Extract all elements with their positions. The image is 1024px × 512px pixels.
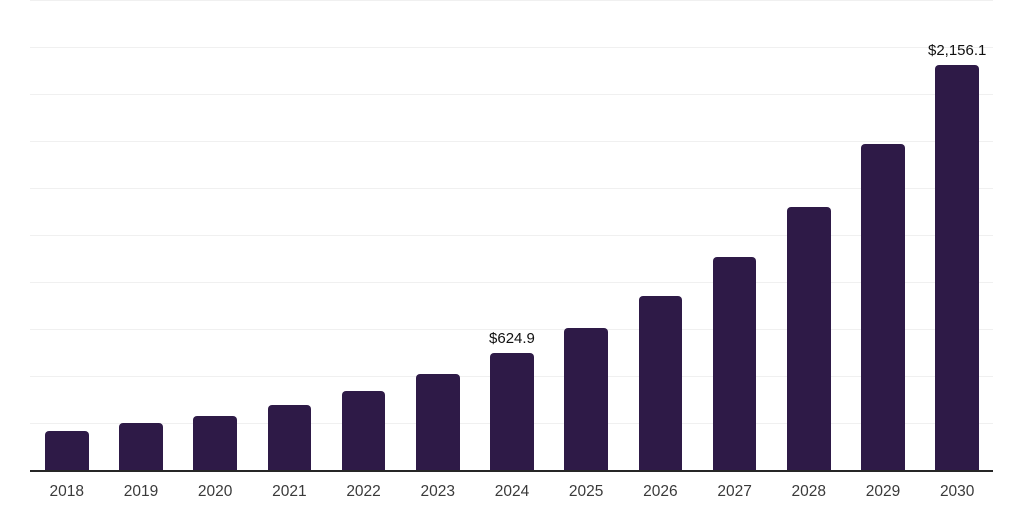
bars-container: $624.9 $2,156.1	[30, 0, 993, 470]
x-tick-label: 2018	[49, 483, 84, 500]
bar	[193, 415, 237, 470]
bar-group-2026	[638, 295, 683, 470]
bar-group-2029	[861, 144, 905, 470]
gridline	[30, 0, 993, 1]
gridline	[30, 47, 993, 48]
bar-group-2020	[193, 415, 237, 470]
bar-group-2030: $2,156.1	[928, 43, 986, 470]
gridline	[30, 188, 993, 189]
bar-group-2019	[119, 423, 163, 470]
x-tick-label: 2019	[123, 483, 159, 500]
bar-value-label: $624.9	[489, 329, 535, 347]
gridline	[30, 282, 993, 283]
x-tick-label: 2024	[494, 483, 530, 500]
x-tick-label: 2020	[197, 483, 233, 500]
x-axis-line	[30, 470, 993, 472]
bar	[861, 144, 905, 470]
gridline	[30, 329, 993, 330]
bar	[564, 327, 608, 470]
gridline	[30, 235, 993, 236]
bar	[490, 352, 534, 470]
x-axis-labels: 2018 2019 2020 2021 2022 2023 2024 2025 2026 2027…	[30, 472, 993, 512]
gridline	[30, 94, 993, 95]
bar	[787, 207, 831, 470]
bar-group-2022	[341, 391, 386, 470]
bar-value-label: $2,156.1	[927, 41, 987, 59]
bar	[341, 391, 386, 470]
bar-group-2025	[564, 327, 608, 470]
bar-group-2018	[45, 431, 89, 470]
bar	[119, 423, 163, 470]
bar-group-2024: $624.9	[489, 331, 535, 470]
x-tick-label: 2025	[568, 483, 604, 500]
bar	[638, 295, 683, 470]
x-tick-label: 2021	[272, 483, 307, 500]
x-tick-label: 2026	[643, 483, 678, 500]
bar	[416, 374, 460, 470]
x-tick-label: 2028	[791, 483, 827, 500]
x-tick-label: 2029	[865, 483, 901, 500]
bar	[935, 64, 979, 470]
bar-group-2021	[267, 405, 312, 470]
bar	[45, 431, 89, 470]
bar-chart: $624.9 $2,156.1 2018 2019 2020 2021 2022 2023 2…	[30, 0, 993, 512]
x-tick-label: 2022	[346, 483, 381, 500]
bar-group-2028	[787, 207, 831, 470]
gridline	[30, 141, 993, 142]
x-tick-label: 2027	[717, 483, 752, 500]
bar	[267, 405, 312, 470]
x-tick-label: 2030	[939, 483, 975, 500]
x-tick-label: 2023	[420, 483, 455, 500]
bar-group-2027	[712, 256, 757, 470]
bar-group-2023	[416, 374, 460, 470]
bar	[712, 256, 757, 470]
plot-area: $624.9 $2,156.1	[30, 0, 993, 470]
